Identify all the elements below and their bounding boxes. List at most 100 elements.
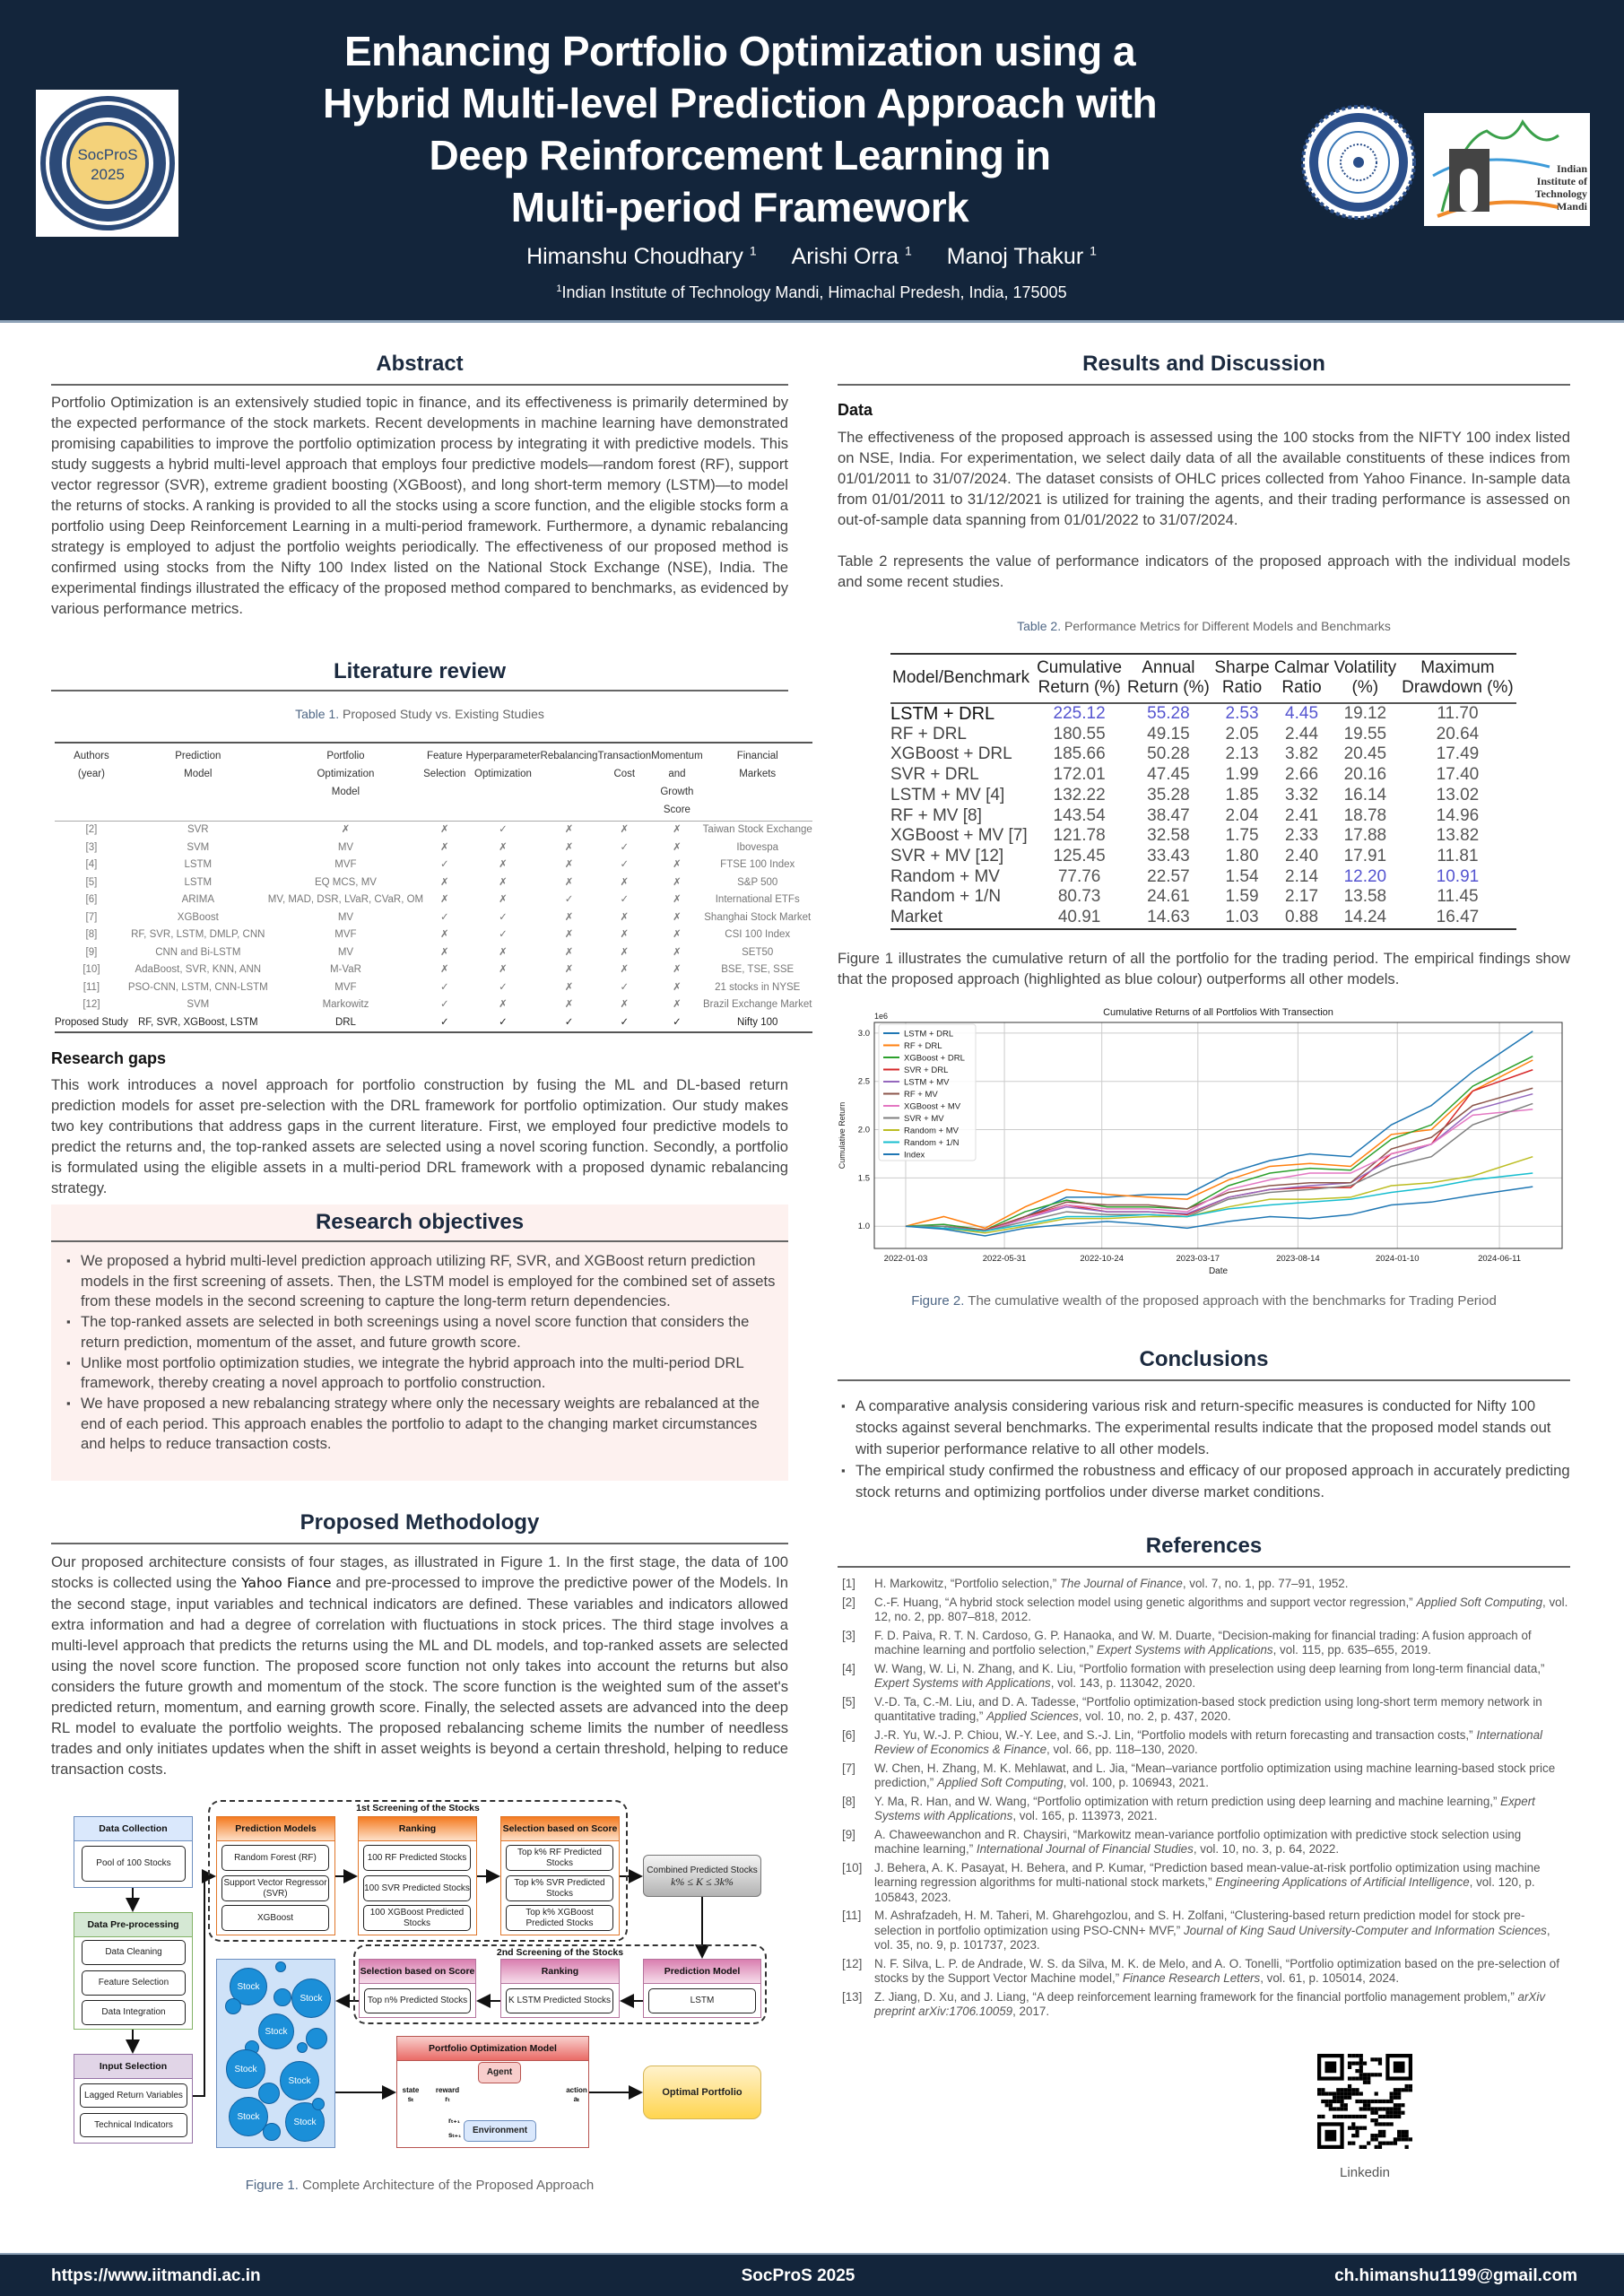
- footer-email-link[interactable]: ch.himanshu1199@gmail.com: [1334, 2266, 1577, 2285]
- table1-cell: FTSE 100 Index: [720, 859, 795, 870]
- linkedin-qr-code[interactable]: [1317, 2054, 1412, 2149]
- series-line: [905, 1069, 1533, 1231]
- table1-cell: ✓: [439, 981, 449, 993]
- table2-column-header: Model/Benchmark: [890, 654, 1035, 704]
- table2-cell: 125.45: [1053, 846, 1106, 865]
- fig-item: Top k% RF Predicted Stocks: [506, 1845, 613, 1871]
- table2-cell: 13.58: [1343, 887, 1387, 907]
- table2-cell: 11.45: [1437, 887, 1479, 907]
- table1-cell: MV: [337, 946, 354, 958]
- stock-bubble: [225, 1998, 241, 2014]
- qr-label: Linkedin: [1340, 2165, 1390, 2180]
- reference-text: Y. Ma, R. Han, and W. Wang, “Portfolio o…: [874, 1794, 1535, 1823]
- table2-cell: 2.41: [1285, 805, 1319, 825]
- table1-cell: ✗: [564, 964, 574, 975]
- plot-frame: [873, 1022, 1563, 1249]
- references-heading: References: [1145, 1534, 1263, 1558]
- y-offset-label: 1e6: [874, 1012, 888, 1021]
- table2-cell: RF + DRL: [890, 724, 967, 744]
- fig-item: XGBoost: [221, 1905, 329, 1931]
- table1-cell: SET50: [742, 946, 774, 958]
- table2-cell: 18.78: [1343, 805, 1387, 825]
- table1-cell: ✓: [499, 1016, 508, 1028]
- reference-text: M. Ashrafzadeh, H. M. Taheri, M. Gharehg…: [874, 1909, 1550, 1952]
- table1-row: [4] LSTM MVF ✓ ✗ ✗ ✓ ✗ FTSE 100 Index: [55, 857, 812, 874]
- stock-bubble: [306, 2028, 327, 2049]
- table1-cell: ✗: [564, 841, 574, 853]
- fig-item: Lagged Return Variables: [80, 2083, 187, 2108]
- conclusions-list: A comparative analysis considering vario…: [839, 1396, 1570, 1503]
- y-tick-label: 1.0: [858, 1222, 870, 1231]
- table1-row: [6] ARIMA MV, MAD, DSR, LVaR, CVaR, OM ✗ ✗ ✓ ✓…: [55, 891, 812, 909]
- table1-cell: CSI 100 Index: [725, 929, 791, 940]
- objective-item: Unlike most portfolio optimization studi…: [65, 1353, 782, 1394]
- author: Arishi Orra 1: [791, 244, 912, 270]
- table1-cell: Shanghai Stock Market: [704, 911, 812, 923]
- table1-cell: ✓: [439, 999, 449, 1010]
- first-screening-label: 1st Screening of the Stocks: [356, 1803, 480, 1813]
- legend-label: RF + MV: [904, 1090, 938, 1100]
- table2-cell: 143.54: [1053, 805, 1106, 825]
- table2-cell: 2.04: [1225, 805, 1259, 825]
- stock-bubble: [274, 1988, 291, 2006]
- table1-cell: [3]: [85, 841, 98, 853]
- abstract-heading: Abstract: [376, 352, 464, 376]
- fig-item: Feature Selection: [82, 1970, 186, 1996]
- x-tick-label: 2022-01-03: [884, 1254, 928, 1264]
- table2-cell: 11.81: [1437, 846, 1479, 865]
- table2-cell: 180.55: [1053, 724, 1106, 744]
- x-tick-label: 2024-06-11: [1478, 1254, 1521, 1264]
- legend-label: Random + 1/N: [904, 1138, 960, 1148]
- table2-cell: 2.33: [1285, 826, 1319, 846]
- table1-cell: PSO-CNN, LSTM, CNN-LSTM: [127, 981, 268, 993]
- table2-row: SVR + MV [12] 125.45 33.43 1.80 2.40 17.91 11.…: [890, 847, 1516, 867]
- reference-number: [12]: [842, 1956, 863, 1970]
- table2-cell: 47.45: [1147, 765, 1190, 785]
- reference-venue: Expert Systems with Applications: [1096, 1643, 1273, 1657]
- table2-cell: 49.15: [1147, 724, 1190, 744]
- fig-item: Pool of 100 Stocks: [82, 1846, 186, 1882]
- table1-cell: [10]: [83, 964, 100, 975]
- table1-cell: ✗: [439, 929, 449, 940]
- table2-cell: LSTM + MV [4]: [890, 785, 1005, 804]
- y-tick-label: 3.0: [858, 1029, 870, 1039]
- socpros-logo: SocProS 2025: [36, 90, 178, 237]
- reference-item: [12] N. F. Silva, L. P. de Andrade, W. S.…: [842, 1957, 1568, 1987]
- table1-cell: ✗: [499, 964, 508, 975]
- table2-cell: 17.40: [1436, 765, 1480, 785]
- table2-cell: 1.59: [1225, 887, 1259, 907]
- series-line: [905, 1155, 1533, 1234]
- table1-cell: XGBoost: [177, 911, 219, 923]
- legend-label: XGBoost + MV: [904, 1102, 961, 1112]
- footer-url-link[interactable]: https://www.iitmandi.ac.in: [51, 2266, 261, 2285]
- series-line: [905, 1102, 1533, 1232]
- table1-cell: ✓: [439, 911, 449, 923]
- table2-cell: 1.99: [1225, 765, 1259, 785]
- yahoo-finance-highlight: Yahoo Fiance: [241, 1575, 332, 1591]
- table1-cell: [7]: [85, 911, 98, 923]
- reference-item: [5] V.-D. Ta, C.-M. Liu, and D. A. Tadess…: [842, 1695, 1568, 1725]
- table1-cell: ARIMA: [181, 894, 214, 905]
- table1-cell: ✗: [620, 964, 630, 975]
- legend-label: SVR + DRL: [904, 1065, 948, 1075]
- table2-cell: 12.20: [1343, 866, 1387, 886]
- table1-cell: ✗: [620, 929, 630, 940]
- table1-cell: M-VaR: [329, 964, 361, 975]
- reference-item: [3] F. D. Paiva, R. T. N. Cardoso, G. P. …: [842, 1629, 1568, 1658]
- table2-cell: 55.28: [1147, 704, 1190, 723]
- poster-header: SocProS 2025 Enhancing Portfolio Optimiz…: [0, 0, 1624, 323]
- agent-box: Agent: [478, 2062, 521, 2083]
- table2-cell: XGBoost + MV [7]: [890, 826, 1028, 846]
- table1-cell: SVM: [187, 841, 210, 853]
- fig-item: Data Integration: [82, 2000, 186, 2025]
- table1-cell: ✗: [564, 824, 574, 835]
- table1-row: [11] PSO-CNN, LSTM, CNN-LSTM MVF ✓ ✓ ✗ ✓ ✗ 21 st…: [55, 979, 812, 997]
- table1-cell: ✗: [673, 859, 682, 870]
- reference-venue: The Journal of Finance: [1059, 1577, 1183, 1590]
- reference-text: F. D. Paiva, R. T. N. Cardoso, G. P. Han…: [874, 1628, 1532, 1657]
- reference-number: [13]: [842, 1989, 863, 2004]
- table2-column-header: Annual Return (%): [1125, 654, 1212, 704]
- author: Manoj Thakur 1: [946, 244, 1097, 270]
- reference-number: [5]: [842, 1694, 855, 1709]
- results-heading: Results and Discussion: [1082, 352, 1325, 376]
